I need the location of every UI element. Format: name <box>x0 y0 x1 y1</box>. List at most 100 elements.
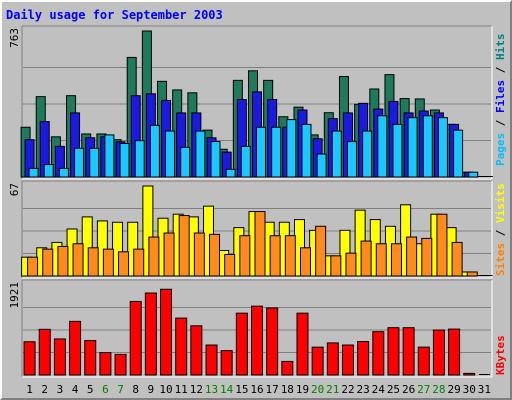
hits-files-pages-bar-pages <box>180 146 191 178</box>
kbytes-bar-kbytes <box>357 341 370 376</box>
visits-sites-bar-sites <box>406 236 418 277</box>
kbytes-bar-kbytes <box>463 372 476 376</box>
x-tick-label: 19 <box>296 383 309 396</box>
kbytes-bar-kbytes <box>387 327 400 376</box>
hits-files-pages-bar-pages <box>256 126 266 178</box>
kbytes-bar-kbytes <box>69 320 82 376</box>
hits-files-pages-legend-part: / <box>494 113 507 133</box>
x-tick-label: 24 <box>372 383 386 396</box>
x-tick-label: 15 <box>235 383 248 396</box>
visits-sites-bar-sites <box>27 256 39 277</box>
visits-sites-bar-visits <box>476 275 487 276</box>
x-tick-label: 23 <box>357 383 370 396</box>
visits-sites-bar-sites <box>421 237 433 277</box>
visits-sites-bar-sites <box>482 275 493 276</box>
kbytes-ymax-label: 1921 <box>8 282 21 309</box>
hits-files-pages-bar-pages <box>271 126 282 178</box>
kbytes-bar-kbytes <box>296 312 309 376</box>
visits-sites-legend: Sites / Visits <box>494 183 507 276</box>
kbytes-bar-kbytes <box>205 344 218 376</box>
kbytes-bar-kbytes <box>53 338 66 376</box>
visits-sites-bar-sites <box>315 225 327 277</box>
kbytes-bar-kbytes <box>478 374 490 375</box>
hits-files-pages-bar-pages <box>331 130 342 178</box>
kbytes-bar-kbytes <box>251 305 263 376</box>
x-tick-label: 12 <box>190 383 203 396</box>
hits-files-pages-bar-pages <box>104 134 115 178</box>
visits-sites-bar-sites <box>466 271 478 277</box>
kbytes-bar-kbytes <box>235 312 248 376</box>
visits-sites-bar-sites <box>284 235 296 277</box>
visits-sites-bar-sites <box>87 247 99 277</box>
visits-sites-bar-sites <box>360 240 372 277</box>
visits-sites-bar-sites <box>269 235 281 277</box>
visits-sites-bar-sites <box>390 243 402 277</box>
hits-files-pages-bar-pages <box>346 141 357 178</box>
hits-files-pages-legend: Pages / Files / Hits <box>494 34 507 167</box>
hits-files-pages-bar-pages <box>422 115 433 178</box>
kbytes-bar-kbytes <box>144 292 157 376</box>
hits-files-pages-bar-pages <box>240 145 251 178</box>
visits-sites-bar-sites <box>118 251 130 277</box>
chart-title: Daily usage for September 2003 <box>6 8 223 22</box>
visits-sites-bar-sites <box>178 215 190 277</box>
hits-files-pages-bar-pages <box>286 119 297 178</box>
visits-sites-bar-sites <box>330 255 342 277</box>
visits-sites-bar-sites <box>57 245 69 277</box>
x-tick-label: 20 <box>311 383 324 396</box>
kbytes-bar-kbytes <box>402 327 415 376</box>
kbytes-bar-kbytes <box>281 360 294 376</box>
x-tick-label: 8 <box>132 383 139 396</box>
hits-files-pages-bar-pages <box>392 123 403 178</box>
hits-files-pages-bar-pages <box>149 124 160 178</box>
kbytes-bar-kbytes <box>190 325 203 376</box>
visits-sites-bar-sites <box>239 235 251 277</box>
visits-sites-bar-sites <box>148 236 160 277</box>
visits-sites-bar-sites <box>451 241 463 277</box>
kbytes-bar-kbytes <box>175 317 188 376</box>
kbytes-bar-kbytes <box>23 341 36 376</box>
x-tick-label: 4 <box>72 383 79 396</box>
x-tick-label: 7 <box>117 383 124 396</box>
hits-files-pages-bar-pages <box>134 140 145 178</box>
x-tick-label: 2 <box>41 383 48 396</box>
kbytes-bar-kbytes <box>432 329 445 376</box>
hits-files-pages-legend-part: Hits <box>494 34 507 61</box>
x-tick-label: 10 <box>159 383 172 396</box>
x-tick-label: 11 <box>175 383 188 396</box>
x-tick-label: 30 <box>463 383 476 396</box>
hits-files-pages-bar-pages <box>28 167 39 178</box>
kbytes-legend: KBytes <box>494 335 507 375</box>
visits-sites-bar-sites <box>375 243 387 277</box>
visits-sites-bar-sites <box>163 232 175 277</box>
hits-files-pages-legend-part: Pages <box>494 133 507 166</box>
kbytes-bar-kbytes <box>38 328 51 376</box>
hits-files-pages-ymax-label: 763 <box>8 28 21 48</box>
x-tick-label: 27 <box>417 383 430 396</box>
hits-files-pages-bar-pages <box>210 141 221 178</box>
x-tick-label: 25 <box>387 383 400 396</box>
x-tick-label: 9 <box>148 383 155 396</box>
hits-files-pages-legend-part: / <box>494 60 507 80</box>
hits-files-pages-bar-pages <box>301 123 312 178</box>
kbytes-bar-kbytes <box>341 344 354 376</box>
x-tick-label: 31 <box>478 383 491 396</box>
visits-sites-legend-part: Sites <box>494 243 507 276</box>
kbytes-bar-kbytes <box>417 346 430 376</box>
hits-files-pages-bar-pages <box>74 147 85 178</box>
visits-sites-bar-sites <box>345 252 357 277</box>
x-tick-label: 16 <box>250 383 263 396</box>
x-tick-label: 14 <box>220 383 234 396</box>
visits-sites-bar-sites <box>299 247 311 277</box>
x-tick-label: 13 <box>205 383 218 396</box>
x-tick-label: 6 <box>102 383 109 396</box>
visits-sites-bar-visits <box>142 185 154 277</box>
visits-sites-bar-sites <box>254 211 266 277</box>
hits-files-pages-bar-pages <box>316 153 327 178</box>
x-tick-label: 1 <box>26 383 33 396</box>
x-tick-label: 17 <box>266 383 279 396</box>
hits-files-pages-bar-pages <box>362 130 373 178</box>
hits-files-pages-bar-pages <box>453 129 464 178</box>
kbytes-bar-kbytes <box>160 288 173 376</box>
kbytes-bar-kbytes <box>114 353 127 376</box>
